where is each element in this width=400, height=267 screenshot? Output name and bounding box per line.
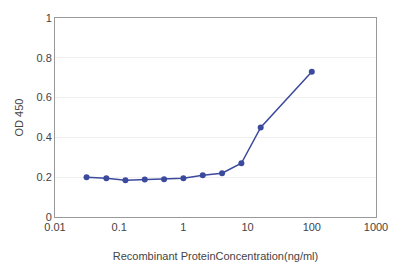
svg-text:1: 1 <box>46 12 52 24</box>
svg-text:0.8: 0.8 <box>37 52 52 64</box>
svg-text:0.01: 0.01 <box>44 221 65 233</box>
svg-text:100: 100 <box>303 221 321 233</box>
svg-text:0: 0 <box>46 211 52 223</box>
svg-text:0.6: 0.6 <box>37 91 52 103</box>
svg-text:1000: 1000 <box>364 221 388 233</box>
svg-text:Recombinant ProteinConcentrati: Recombinant ProteinConcentration(ng/ml) <box>113 250 318 262</box>
svg-text:0.1: 0.1 <box>112 221 127 233</box>
svg-text:0.4: 0.4 <box>37 131 52 143</box>
svg-text:0.2: 0.2 <box>37 171 52 183</box>
svg-text:10: 10 <box>241 221 253 233</box>
svg-text:1: 1 <box>180 221 186 233</box>
svg-text:OD 450: OD 450 <box>13 99 25 137</box>
